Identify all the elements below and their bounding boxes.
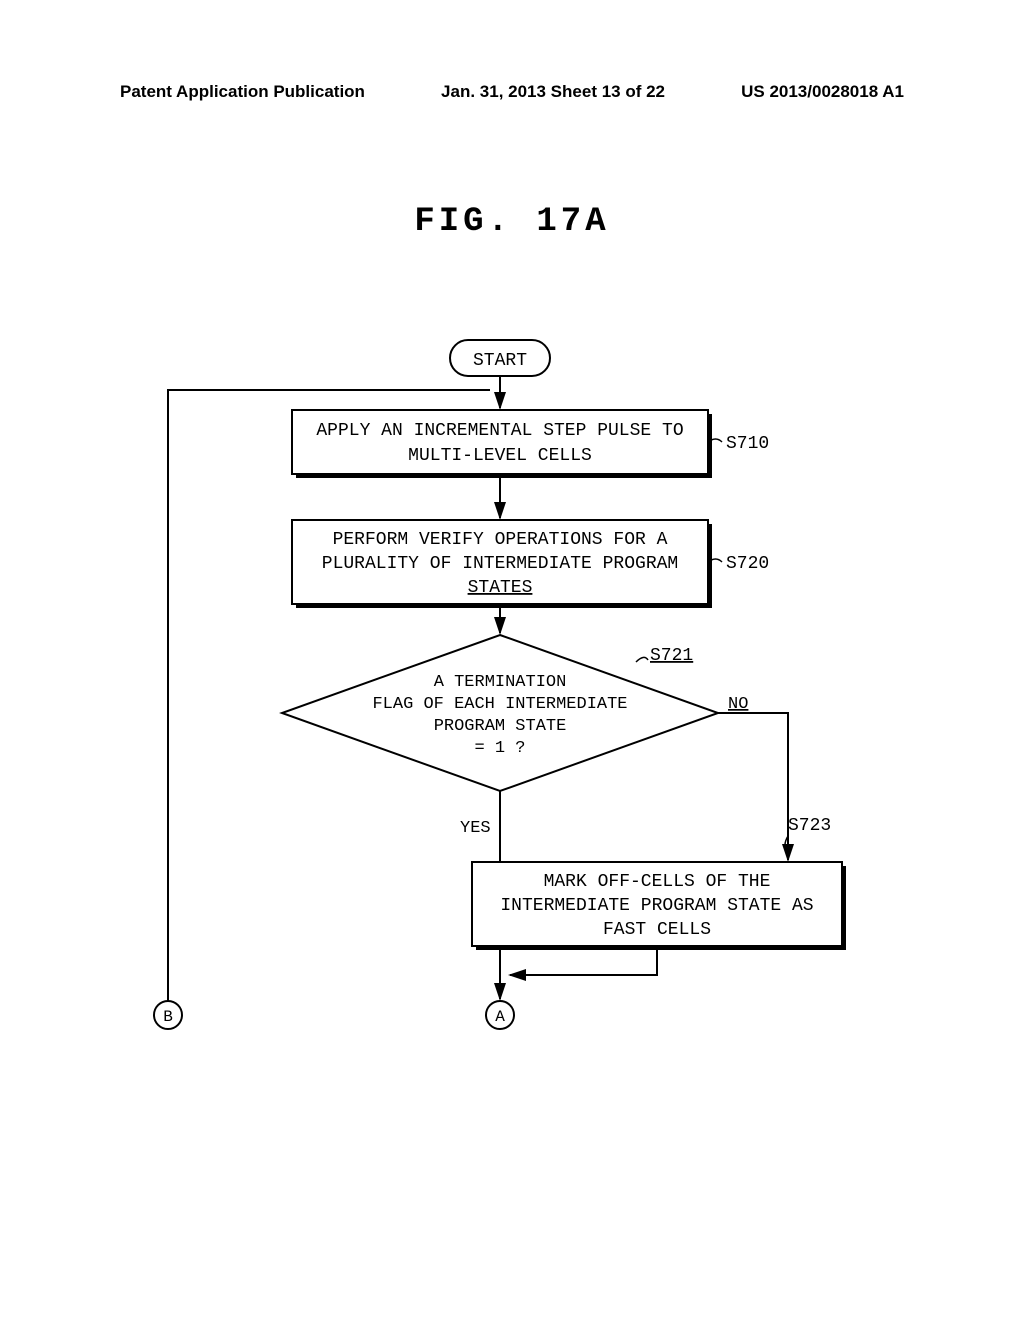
edge-s723-merge <box>510 950 657 975</box>
s721-label: S721 <box>650 646 693 666</box>
figure-label: FIG. 17A <box>414 203 609 241</box>
s721-yes: YES <box>460 819 491 838</box>
s721-label-tick <box>636 657 648 662</box>
connector-a-text: A <box>495 1008 505 1026</box>
node-s720: PERFORM VERIFY OPERATIONS FOR A PLURALIT… <box>292 520 769 608</box>
s710-line2: MULTI-LEVEL CELLS <box>408 446 592 466</box>
node-s723: MARK OFF-CELLS OF THE INTERMEDIATE PROGR… <box>472 862 846 950</box>
s723-line3: FAST CELLS <box>603 920 711 940</box>
node-start: START <box>450 340 550 376</box>
s720-label: S720 <box>726 554 769 574</box>
connector-b-text: B <box>163 1008 173 1026</box>
node-s710: APPLY AN INCREMENTAL STEP PULSE TO MULTI… <box>292 410 769 478</box>
node-connector-b: B <box>154 1001 182 1029</box>
s721-line3: PROGRAM STATE <box>434 717 567 736</box>
node-s721: A TERMINATION FLAG OF EACH INTERMEDIATE … <box>282 635 718 791</box>
s721-line4: = 1 ? <box>474 739 525 758</box>
s723-label: S723 <box>788 816 831 836</box>
s710-label: S710 <box>726 434 769 454</box>
s721-line2: FLAG OF EACH INTERMEDIATE <box>372 695 627 714</box>
start-text: START <box>473 351 527 371</box>
s723-line2: INTERMEDIATE PROGRAM STATE AS <box>500 896 813 916</box>
s721-no: NO <box>728 695 748 714</box>
s720-line2: PLURALITY OF INTERMEDIATE PROGRAM <box>322 554 678 574</box>
s723-line1: MARK OFF-CELLS OF THE <box>544 872 771 892</box>
page: Patent Application Publication Jan. 31, … <box>0 0 1024 1320</box>
s720-line1: PERFORM VERIFY OPERATIONS FOR A <box>333 530 668 550</box>
s710-line1: APPLY AN INCREMENTAL STEP PULSE TO <box>316 421 683 441</box>
s720-line3: STATES <box>468 578 533 598</box>
flowchart-svg: FIG. 17A START APPLY AN INCREMENTAL STEP… <box>0 0 1024 1320</box>
s721-line1: A TERMINATION <box>434 673 567 692</box>
node-connector-a: A <box>486 1001 514 1029</box>
edge-s721-no <box>718 713 788 820</box>
